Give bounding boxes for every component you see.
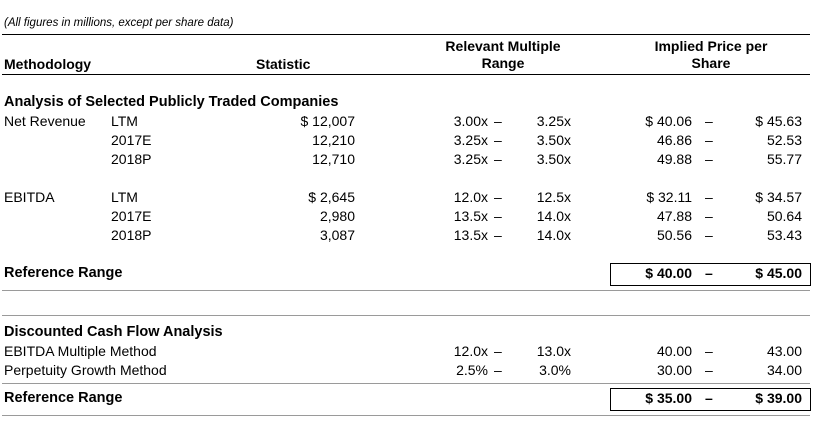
row-price-low: 30.00 [656, 362, 692, 378]
row-price-low: $ 40.06 [645, 113, 692, 129]
row-statistic: 12,710 [312, 151, 355, 167]
row-multiple-low: 13.5x [453, 208, 488, 224]
reference-range-low: $ 40.00 [645, 265, 692, 281]
row-label: Perpetuity Growth Method [4, 362, 167, 378]
row-statistic: 3,087 [319, 227, 355, 243]
row-price-high: $ 45.63 [755, 113, 802, 129]
header-multiple-range: Relevant Multiple Range [415, 38, 591, 72]
row-price-high: 34.00 [766, 362, 802, 378]
range-dash: – [705, 343, 713, 359]
range-dash: – [494, 151, 502, 167]
range-dash: – [705, 265, 713, 281]
range-dash: – [705, 132, 713, 148]
row-multiple-high: 3.25x [536, 113, 571, 129]
range-dash: – [494, 208, 502, 224]
row-divider [2, 383, 810, 384]
row-multiple-low: 3.00x [453, 113, 488, 129]
reference-range-label: Reference Range [4, 390, 123, 406]
header-implied-price: Implied Price per Share [622, 38, 800, 72]
row-price-high: 43.00 [766, 343, 802, 359]
row-price-low: 40.00 [656, 343, 692, 359]
row-price-low: 47.88 [656, 208, 692, 224]
row-period: LTM [111, 113, 138, 129]
reference-range-high: $ 39.00 [755, 390, 802, 406]
row-statistic: 12,210 [312, 132, 355, 148]
row-multiple-low: 3.25x [453, 151, 488, 167]
row-multiple-high: 14.0x [536, 208, 571, 224]
header-methodology: Methodology [4, 56, 92, 72]
reference-range-box [610, 263, 811, 286]
range-dash: – [705, 227, 713, 243]
section-title-dcf: Discounted Cash Flow Analysis [4, 324, 223, 340]
row-statistic: $ 2,645 [308, 189, 355, 205]
section-divider [2, 315, 810, 316]
range-dash: – [494, 362, 502, 378]
row-statistic: 2,980 [319, 208, 355, 224]
row-period: 2018P [111, 227, 152, 243]
row-multiple-low: 12.0x [453, 343, 488, 359]
row-statistic: $ 12,007 [300, 113, 356, 129]
row-price-low: $ 32.11 [646, 189, 692, 205]
section-divider [2, 290, 810, 291]
row-multiple-low: 3.25x [453, 132, 488, 148]
range-dash: – [494, 343, 502, 359]
range-dash: – [705, 208, 713, 224]
range-dash: – [494, 113, 502, 129]
range-dash: – [705, 151, 713, 167]
range-dash: – [705, 189, 713, 205]
section-title-public-companies: Analysis of Selected Publicly Traded Com… [4, 94, 339, 110]
row-period: 2017E [111, 208, 152, 224]
units-note: (All figures in millions, except per sha… [4, 17, 234, 29]
row-label: EBITDA Multiple Method [4, 343, 157, 359]
row-price-high: $ 34.57 [755, 189, 802, 205]
group-label-ebitda: EBITDA [4, 189, 55, 205]
row-multiple-low: 2.5% [456, 362, 488, 378]
row-multiple-low: 12.0x [453, 189, 488, 205]
row-price-low: 50.56 [656, 227, 692, 243]
row-multiple-high: 3.50x [536, 151, 571, 167]
row-multiple-high: 3.50x [536, 132, 571, 148]
range-dash: – [705, 362, 713, 378]
range-dash: – [705, 390, 713, 406]
range-dash: – [705, 113, 713, 129]
row-multiple-high: 14.0x [536, 227, 571, 243]
row-price-high: 53.43 [766, 227, 802, 243]
header-statistic: Statistic [256, 56, 311, 72]
row-multiple-high: 12.5x [536, 189, 571, 205]
reference-range-label: Reference Range [4, 265, 123, 281]
row-period: LTM [111, 189, 138, 205]
reference-range-high: $ 45.00 [755, 265, 802, 281]
header-multiple-line2: Range [481, 55, 525, 71]
row-price-high: 50.64 [766, 208, 802, 224]
reference-range-low: $ 35.00 [645, 390, 692, 406]
header-price-line1: Implied Price per [654, 38, 768, 54]
range-dash: – [494, 132, 502, 148]
row-multiple-high: 3.0% [539, 362, 571, 378]
row-price-low: 46.86 [656, 132, 692, 148]
row-price-low: 49.88 [656, 151, 692, 167]
top-rule [2, 34, 810, 35]
range-dash: – [494, 227, 502, 243]
row-price-high: 55.77 [766, 151, 802, 167]
row-multiple-low: 13.5x [453, 227, 488, 243]
header-price-line2: Share [691, 55, 731, 71]
bottom-rule [2, 415, 810, 416]
header-rule [2, 74, 810, 75]
row-period: 2018P [111, 151, 152, 167]
row-price-high: 52.53 [766, 132, 802, 148]
group-label-net-revenue: Net Revenue [4, 113, 86, 129]
range-dash: – [494, 189, 502, 205]
reference-range-box [610, 388, 811, 411]
header-multiple-line1: Relevant Multiple [445, 38, 561, 54]
row-period: 2017E [111, 132, 152, 148]
row-multiple-high: 13.0x [536, 343, 571, 359]
